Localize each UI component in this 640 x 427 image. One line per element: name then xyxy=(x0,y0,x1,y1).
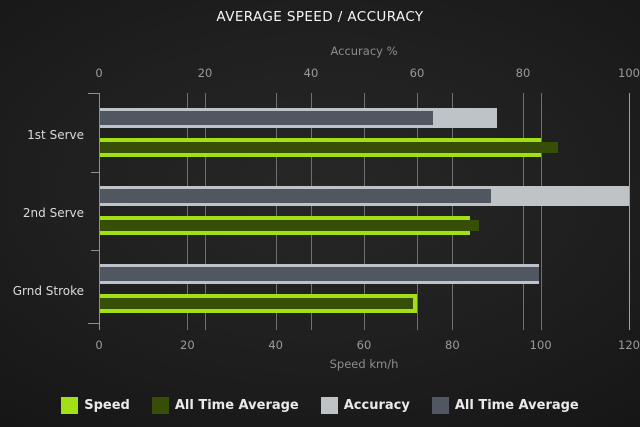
axis-tick xyxy=(88,93,99,94)
gridline xyxy=(452,93,453,330)
bar-accuracy-average-overlay xyxy=(100,111,433,125)
top-axis-tick-label: 60 xyxy=(409,66,425,80)
category-label: Grnd Stroke xyxy=(12,284,84,298)
legend-label: All Time Average xyxy=(174,398,299,413)
gridline xyxy=(205,93,206,330)
gridline xyxy=(523,93,524,330)
legend-swatch xyxy=(320,397,338,414)
axis-tick xyxy=(88,323,99,324)
category-label: 2nd Serve xyxy=(22,206,84,220)
legend-label: Speed xyxy=(84,398,130,413)
top-axis-title: Accuracy % xyxy=(330,44,398,58)
legend-item-speed[interactable]: Speed xyxy=(61,397,130,414)
top-axis-tick-label: 0 xyxy=(95,66,103,80)
gridline xyxy=(629,93,630,330)
legend-label: All Time Average xyxy=(454,398,579,413)
gridline xyxy=(364,93,365,330)
bottom-axis-tick-label: 80 xyxy=(445,338,460,352)
axis-tick xyxy=(91,172,99,173)
legend-item-accuracy[interactable]: Accuracy xyxy=(320,397,410,414)
gridline xyxy=(276,93,277,330)
bottom-axis-title: Speed km/h xyxy=(329,357,399,371)
top-axis-tick-label: 80 xyxy=(515,66,531,80)
bar-speed-average-overlay xyxy=(100,298,413,309)
legend-swatch xyxy=(151,397,169,414)
legend: Speed All Time Average Accuracy All Time Av… xyxy=(0,397,640,414)
category-label: 1st Serve xyxy=(27,128,84,142)
legend-swatch xyxy=(431,397,449,414)
bottom-axis-tick-label: 120 xyxy=(618,338,640,352)
axis-tick xyxy=(91,250,99,251)
bottom-axis-tick-label: 20 xyxy=(180,338,195,352)
legend-label: Accuracy xyxy=(343,398,410,413)
bottom-axis-tick-label: 100 xyxy=(529,338,552,352)
bar-accuracy-average-overlay xyxy=(100,267,539,281)
legend-item-all-time-average[interactable]: All Time Average xyxy=(431,397,579,414)
gridline xyxy=(417,93,418,330)
bottom-axis-tick-label: 40 xyxy=(268,338,283,352)
top-axis-tick-label: 100 xyxy=(618,66,640,80)
gridline xyxy=(541,93,542,330)
gridline xyxy=(311,93,312,330)
bar-speed-average-overlay xyxy=(100,220,479,231)
bar-accuracy-average-overlay xyxy=(100,189,492,203)
y-axis-line xyxy=(99,93,100,330)
top-axis-tick-label: 40 xyxy=(303,66,319,80)
top-axis-tick-label: 20 xyxy=(197,66,213,80)
chart-title: AVERAGE SPEED / ACCURACY xyxy=(216,9,424,25)
bar-speed-average-overlay xyxy=(100,142,559,153)
gridline xyxy=(187,93,188,330)
legend-item-all-time-average[interactable]: All Time Average xyxy=(151,397,299,414)
bottom-axis-tick-label: 0 xyxy=(95,338,103,352)
legend-swatch xyxy=(61,397,79,414)
bottom-axis-tick-label: 60 xyxy=(356,338,372,352)
